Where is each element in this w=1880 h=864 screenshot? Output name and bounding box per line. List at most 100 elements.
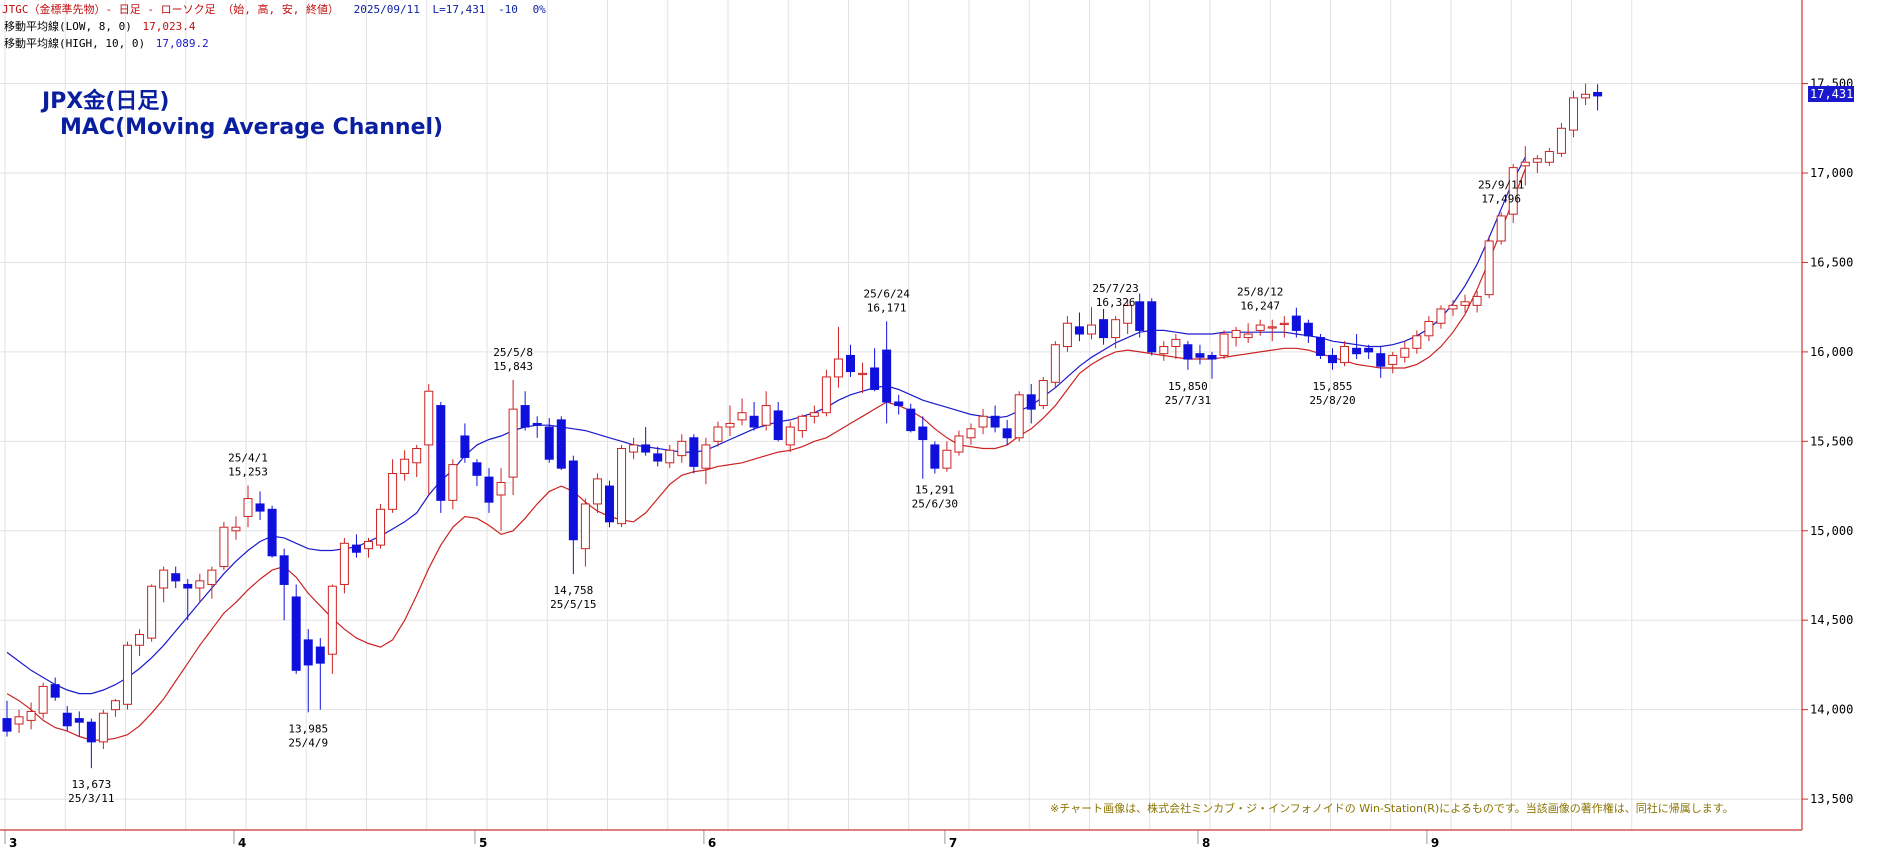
candle-body — [339, 542, 349, 585]
month-tick-label: 3 — [9, 836, 17, 850]
candle-body — [918, 426, 928, 441]
candle — [906, 403, 916, 433]
candle — [1352, 334, 1362, 360]
candle — [617, 444, 627, 528]
candle-body — [1087, 324, 1096, 335]
annotation-price: 13,985 — [288, 722, 328, 735]
candle-body — [701, 444, 711, 469]
candle-body — [544, 426, 554, 460]
candle-body — [388, 473, 398, 510]
candle-body — [1219, 333, 1229, 356]
candle-body — [821, 376, 831, 414]
candle — [98, 709, 108, 750]
candle-body — [1436, 308, 1446, 324]
candle — [713, 421, 723, 447]
candle — [135, 629, 145, 656]
candle-body — [1315, 337, 1325, 356]
candle — [86, 718, 96, 769]
candle-body — [1014, 394, 1024, 439]
annotation: 25/5/815,843 — [493, 346, 533, 373]
candle — [1159, 341, 1169, 361]
candle — [388, 459, 398, 513]
candle — [725, 405, 735, 436]
candle — [496, 468, 506, 531]
candle-body — [1291, 315, 1301, 331]
candle-body — [1352, 347, 1362, 355]
candle-body — [219, 526, 229, 568]
month-tick-label: 6 — [708, 836, 716, 850]
candle-body — [1267, 326, 1277, 329]
y-tick-label: 15,500 — [1810, 434, 1853, 448]
candle-body — [424, 390, 434, 446]
candle — [894, 394, 904, 415]
candle — [990, 405, 1000, 433]
candle-body — [1328, 354, 1337, 364]
candle-body — [1207, 354, 1217, 360]
candle — [1472, 291, 1482, 313]
candle — [38, 682, 48, 719]
candle-body — [400, 458, 410, 475]
candle — [689, 434, 699, 474]
candle — [183, 579, 193, 621]
candle-body — [1279, 322, 1289, 325]
candle-body — [1376, 353, 1386, 367]
candle-body — [1364, 347, 1374, 353]
candle-body — [1340, 346, 1350, 364]
candle — [1460, 294, 1470, 313]
ma-high-value: 17,089.2 — [156, 37, 209, 50]
ma-low-value: 17,023.4 — [142, 20, 195, 33]
candle — [797, 414, 807, 438]
annotation-price: 13,673 — [71, 778, 111, 791]
annotation: 25/4/115,253 — [228, 452, 268, 479]
candle-body — [1400, 347, 1410, 358]
candle — [436, 401, 446, 513]
y-tick-label: 14,500 — [1810, 613, 1853, 627]
candle — [62, 706, 72, 732]
candle-body — [351, 544, 361, 553]
candle-body — [1569, 97, 1578, 131]
candle-body — [1472, 295, 1482, 306]
candle — [159, 566, 169, 603]
candle-body — [617, 447, 627, 525]
header-pct: 0% — [533, 3, 547, 16]
candle — [1231, 326, 1241, 347]
ma-high-label: 移動平均線(HIGH, 10, 0) — [4, 36, 145, 50]
candle — [1508, 164, 1518, 224]
candle-body — [1484, 240, 1494, 296]
candle-body — [147, 585, 157, 639]
candle — [761, 391, 771, 431]
annotation-date: 25/5/15 — [550, 598, 596, 611]
candle — [1062, 316, 1072, 352]
candle — [918, 416, 928, 479]
candle-body — [267, 508, 277, 557]
candle-body — [279, 555, 289, 585]
header-line-2: 移動平均線(LOW, 8, 0) 17,023.4 — [4, 19, 196, 33]
candle-body — [26, 710, 36, 721]
candle-body — [725, 422, 735, 428]
candle — [1448, 300, 1458, 317]
candle-body — [785, 426, 795, 446]
candle-body — [291, 596, 301, 671]
candle-body — [833, 358, 843, 378]
candle-body — [1111, 319, 1121, 339]
candle — [219, 521, 229, 571]
candle-body — [882, 349, 892, 403]
last-price-label: 17,431 — [1810, 87, 1853, 101]
candle-body — [1448, 304, 1458, 310]
candle — [568, 455, 578, 575]
candle — [1593, 84, 1603, 111]
candle — [592, 473, 602, 513]
candle-body — [653, 453, 663, 462]
candle-body — [484, 476, 494, 503]
candle-body — [1303, 322, 1313, 337]
candle — [930, 441, 940, 474]
candle-body — [1544, 151, 1554, 163]
candle-body — [183, 583, 193, 589]
header-change: -10 — [498, 3, 518, 16]
